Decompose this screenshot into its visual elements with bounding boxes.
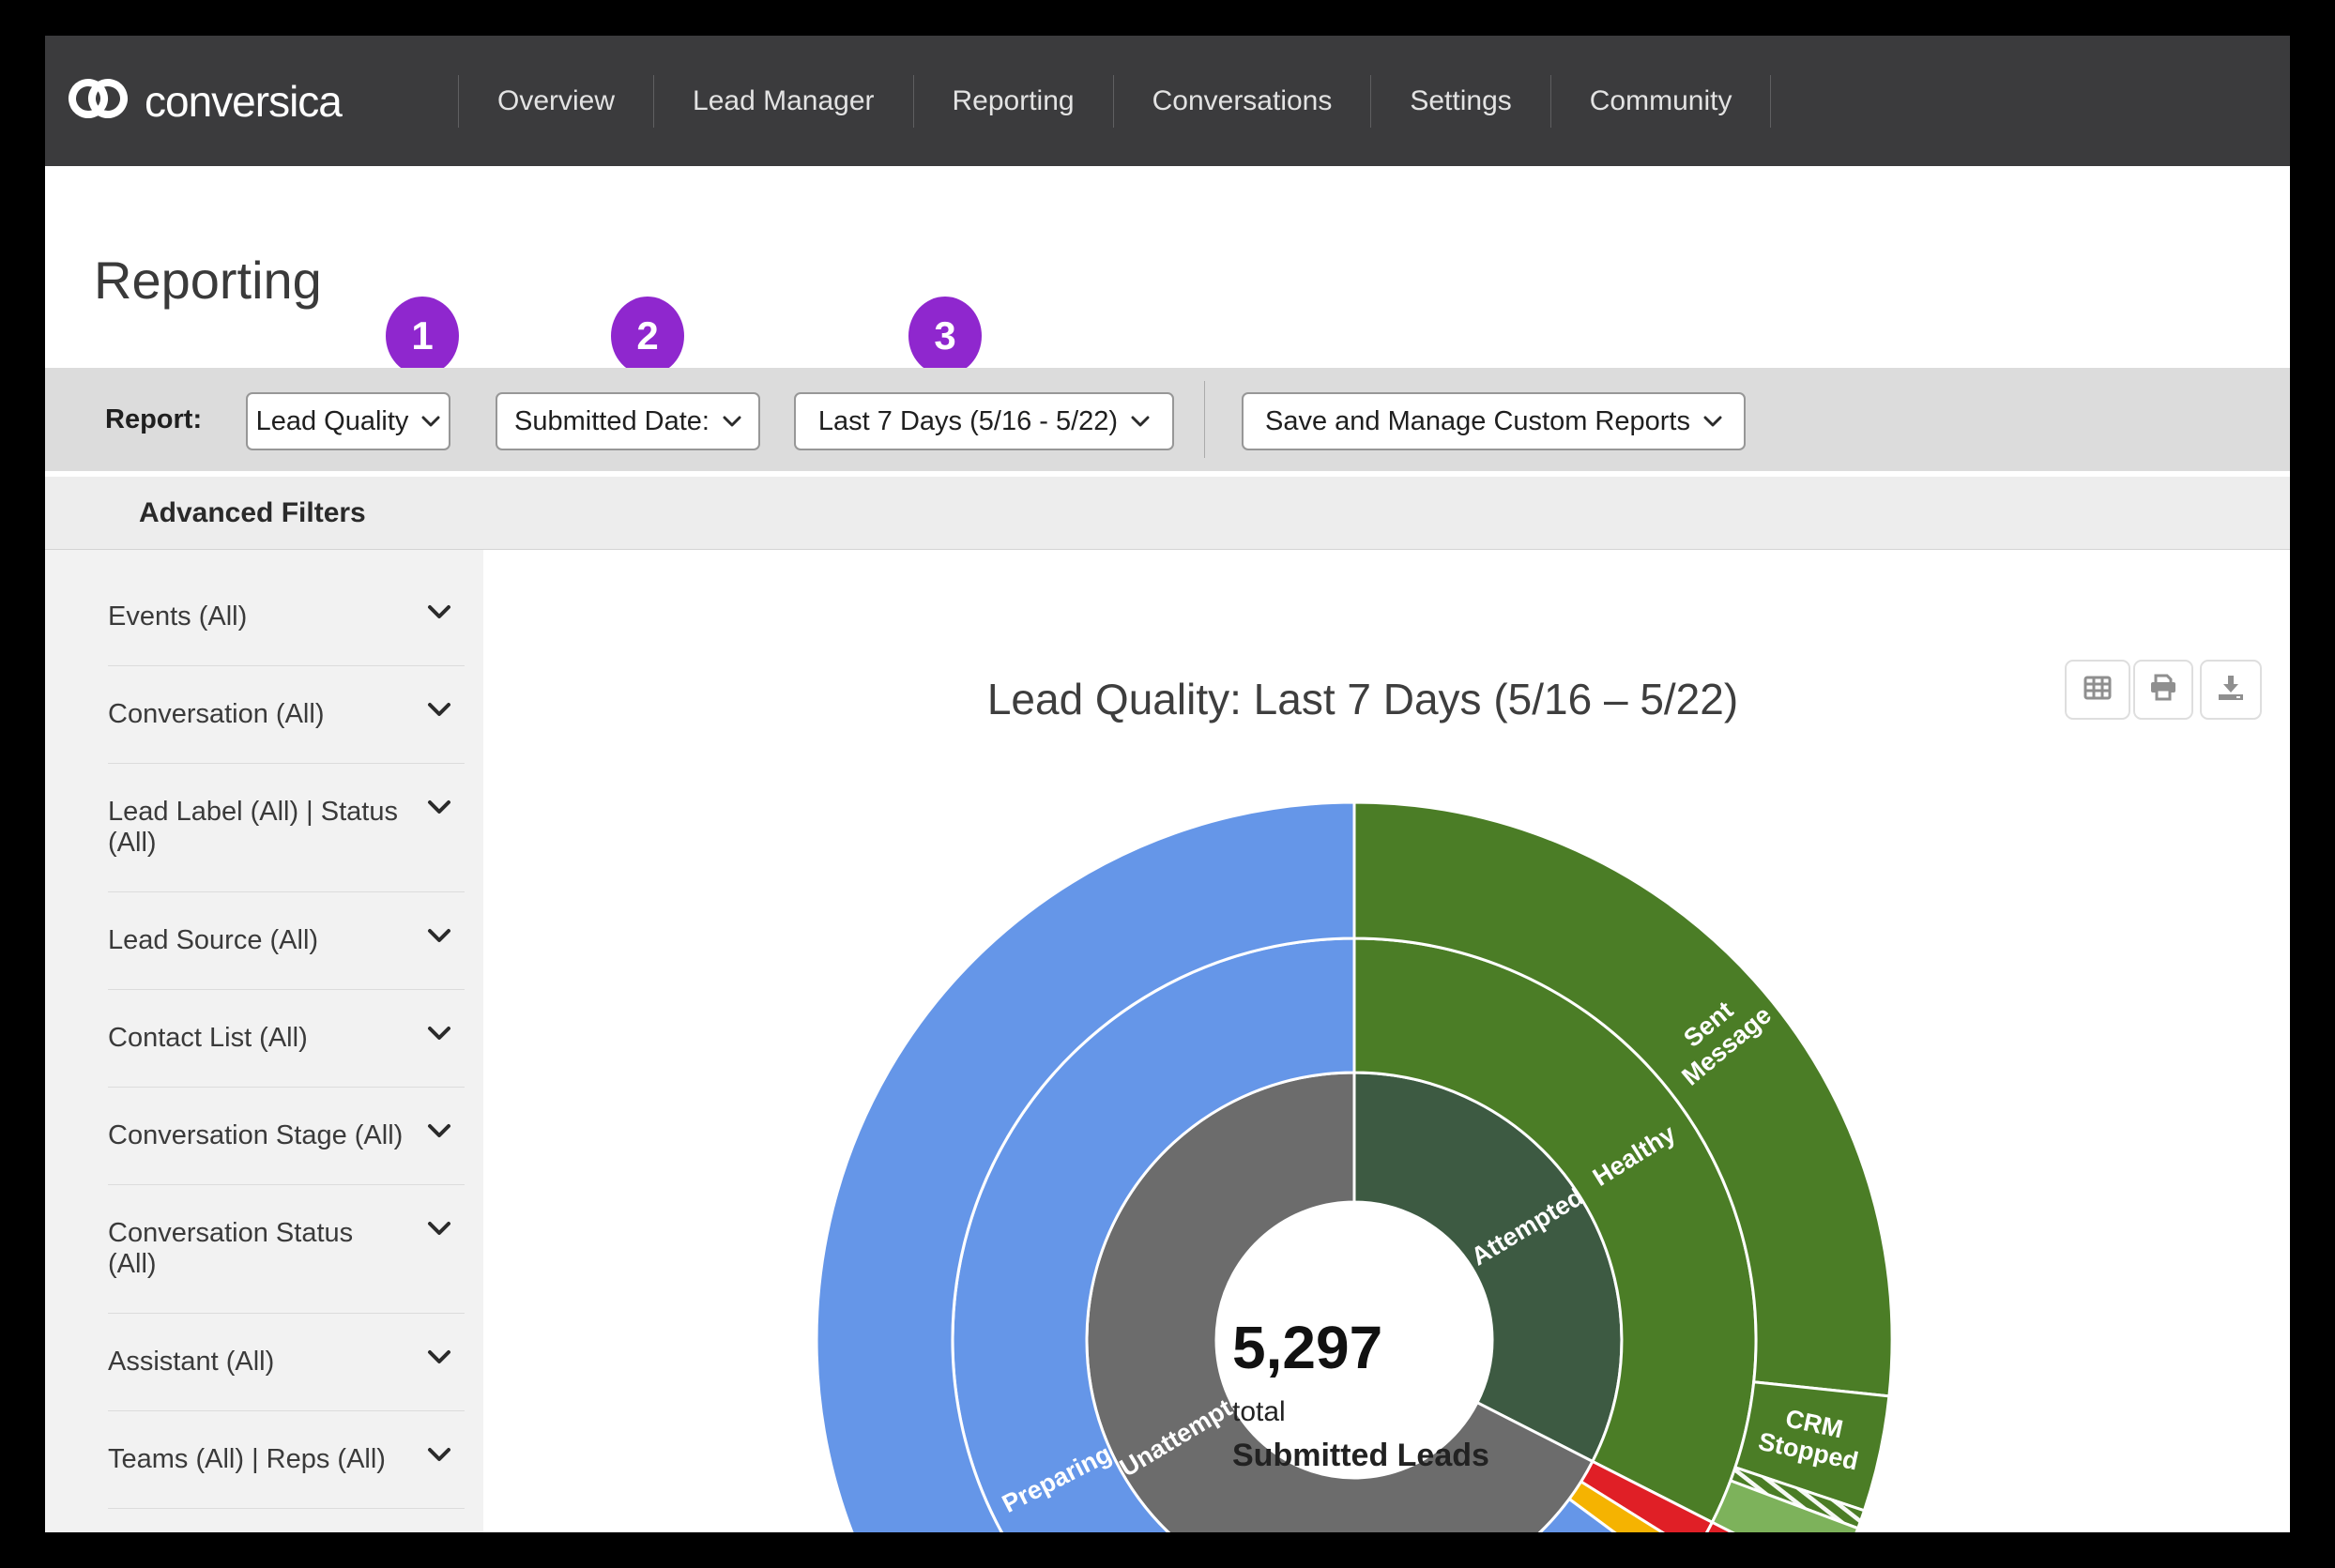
- chevron-down-icon: [427, 702, 451, 717]
- brand-name: conversica: [145, 76, 343, 126]
- nav-item-overview[interactable]: Overview: [458, 74, 653, 128]
- table-view-button[interactable]: [2065, 660, 2130, 720]
- advanced-filters-band: Advanced Filters: [45, 477, 2290, 550]
- sunburst-segments[interactable]: [815, 800, 1894, 1532]
- report-toolbar: Report: Lead Quality Submitted Date: Las…: [45, 368, 2290, 471]
- chevron-down-icon: [427, 1447, 451, 1462]
- date-field-value: Submitted Date:: [514, 405, 710, 436]
- nav-item-settings[interactable]: Settings: [1370, 74, 1549, 128]
- sidebar-filter-conversation-stage[interactable]: Conversation Stage (All): [108, 1088, 465, 1185]
- total-caption-1: total: [1232, 1396, 1286, 1427]
- nav-item-conversations[interactable]: Conversations: [1112, 74, 1371, 128]
- lead-quality-sunburst-chart[interactable]: SentMessageHealthyAttemptedUnattemptedPr…: [810, 796, 1899, 1532]
- chevron-down-icon: [427, 1221, 451, 1236]
- toolbar-divider: [1204, 381, 1205, 458]
- date-range-dropdown[interactable]: Last 7 Days (5/16 - 5/22): [794, 392, 1174, 450]
- chevron-down-icon: [421, 416, 440, 427]
- sidebar-filter-label: Events (All): [108, 601, 248, 632]
- sidebar-filter-teams[interactable]: Teams (All) | Reps (All): [108, 1411, 465, 1509]
- chevron-down-icon: [427, 1349, 451, 1364]
- conversica-logo[interactable]: conversica: [68, 36, 343, 166]
- sidebar-filter-contact-list[interactable]: Contact List (All): [108, 990, 465, 1088]
- top-nav: conversica Overview Lead Manager Reporting…: [45, 36, 2290, 166]
- save-manage-reports-label: Save and Manage Custom Reports: [1265, 405, 1690, 436]
- date-range-value: Last 7 Days (5/16 - 5/22): [817, 405, 1119, 436]
- nav-item-community[interactable]: Community: [1549, 74, 1772, 128]
- chevron-down-icon: [427, 1123, 451, 1138]
- sidebar-filter-assistant[interactable]: Assistant (All): [108, 1314, 465, 1411]
- sunburst-center-total: 5,297 total Submitted Leads: [1232, 1314, 1489, 1473]
- sidebar-filter-label: Conversation Status (All): [108, 1218, 354, 1279]
- step-badge-3: 3: [908, 297, 982, 375]
- report-type-dropdown[interactable]: Lead Quality: [246, 392, 450, 450]
- nav-item-lead-manager[interactable]: Lead Manager: [653, 74, 912, 128]
- nav-menu: Overview Lead Manager Reporting Conversatio…: [458, 36, 1772, 166]
- segment-sent-message[interactable]: [1352, 800, 1894, 1398]
- step-badge-2: 2: [611, 297, 684, 375]
- nav-item-reporting[interactable]: Reporting: [912, 74, 1113, 128]
- conversica-logo-icon: [68, 69, 130, 132]
- sidebar-filter-label: Conversation (All): [108, 699, 325, 729]
- date-field-dropdown[interactable]: Submitted Date:: [496, 392, 760, 450]
- advanced-filters-header: Advanced Filters: [139, 496, 366, 528]
- total-caption-2: Submitted Leads: [1232, 1438, 1489, 1473]
- chevron-down-icon: [1131, 416, 1150, 427]
- sidebar-filter-label: Conversation Stage (All): [108, 1120, 404, 1150]
- sidebar-filter-label: Assistant (All): [108, 1347, 275, 1377]
- chevron-down-icon: [427, 604, 451, 619]
- chevron-down-icon: [427, 799, 451, 814]
- download-button[interactable]: [2200, 660, 2262, 720]
- chevron-down-icon: [1703, 416, 1722, 427]
- sidebar-filter-conversation-status[interactable]: Conversation Status (All): [108, 1185, 465, 1314]
- table-icon: [2083, 675, 2113, 706]
- segment-hatch-overlay: [1730, 1467, 1865, 1529]
- sidebar-filter-label: Lead Label (All) | Status (All): [108, 797, 398, 858]
- step-badge-1: 1: [386, 297, 459, 375]
- segment-detail-121.5[interactable]: [815, 800, 1813, 1532]
- sidebar-filter-events[interactable]: Events (All): [108, 550, 465, 666]
- filters-sidebar: Events (All) Conversation (All) Lead Label…: [45, 550, 483, 1532]
- sidebar-filter-label: Lead Source (All): [108, 925, 319, 955]
- segment-detail-117[interactable]: [1704, 1520, 1834, 1532]
- sidebar-filter-lead-label[interactable]: Lead Label (All) | Status (All): [108, 764, 465, 892]
- save-manage-reports-button[interactable]: Save and Manage Custom Reports: [1242, 392, 1746, 450]
- chevron-down-icon: [427, 928, 451, 943]
- app-window: conversica Overview Lead Manager Reporting…: [45, 36, 2290, 1532]
- total-value: 5,297: [1232, 1314, 1382, 1381]
- sidebar-filter-lead-source[interactable]: Lead Source (All): [108, 892, 465, 990]
- report-type-value: Lead Quality: [255, 405, 409, 436]
- sidebar-filter-conversation[interactable]: Conversation (All): [108, 666, 465, 764]
- page-title: Reporting: [94, 251, 322, 310]
- print-button[interactable]: [2133, 660, 2193, 720]
- printer-icon: [2149, 674, 2177, 707]
- chevron-down-icon: [427, 1026, 451, 1041]
- download-icon: [2217, 674, 2245, 707]
- chevron-down-icon: [723, 416, 741, 427]
- report-label: Report:: [105, 403, 203, 434]
- sidebar-filter-label: Teams (All) | Reps (All): [108, 1444, 386, 1474]
- chart-title: Lead Quality: Last 7 Days (5/16 – 5/22): [986, 675, 1739, 723]
- sidebar-filter-label: Contact List (All): [108, 1023, 308, 1053]
